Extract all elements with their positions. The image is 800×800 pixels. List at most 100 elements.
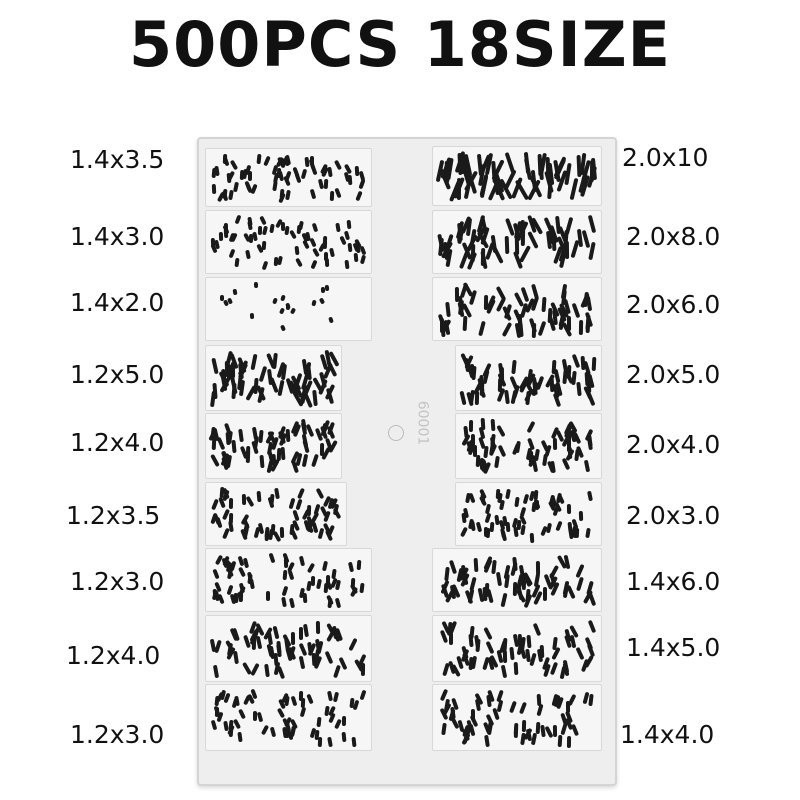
screw — [500, 664, 507, 678]
screw — [323, 179, 329, 190]
screw — [285, 304, 291, 311]
screw — [537, 321, 547, 337]
right-size-label: 2.0x3.0 — [626, 501, 721, 530]
screw — [245, 495, 255, 508]
screw — [288, 597, 296, 609]
screw — [280, 446, 286, 461]
screw — [229, 159, 238, 171]
screw — [242, 526, 250, 538]
screw — [473, 557, 479, 573]
left-size-label: 1.2x3.5 — [66, 501, 161, 530]
screw — [334, 187, 343, 198]
screw — [520, 524, 526, 536]
left-size-label: 1.2x4.0 — [66, 641, 161, 670]
screw — [359, 690, 367, 701]
screw — [348, 637, 358, 651]
screw — [264, 529, 270, 541]
screw — [245, 249, 252, 260]
screw — [495, 425, 506, 438]
screw — [354, 166, 360, 177]
screw — [555, 520, 563, 532]
screw — [329, 247, 336, 258]
screw — [487, 722, 494, 736]
screw — [211, 167, 217, 178]
left-size-label: 1.4x3.0 — [70, 222, 165, 251]
screw — [306, 693, 314, 705]
screw — [302, 439, 310, 454]
screw — [569, 177, 579, 200]
screw — [469, 576, 477, 592]
screw — [258, 430, 264, 444]
screw — [444, 567, 450, 582]
screw — [534, 500, 539, 511]
right-compartment-2 — [432, 210, 602, 274]
screw — [274, 487, 281, 499]
screw — [565, 241, 570, 260]
screw — [566, 431, 571, 444]
product-title: 500PCS 18SIZE — [128, 8, 672, 81]
screw — [302, 592, 308, 604]
screw — [514, 236, 520, 255]
left-compartment-9 — [205, 684, 372, 751]
screw — [294, 498, 303, 511]
screw — [298, 655, 306, 669]
screw — [506, 522, 511, 533]
screw — [287, 569, 295, 581]
screw — [346, 219, 352, 230]
screw — [295, 257, 304, 268]
left-compartment-4 — [205, 345, 342, 411]
screw — [322, 560, 329, 572]
screw — [459, 526, 469, 538]
screw — [250, 354, 258, 371]
screw — [323, 239, 328, 249]
screw — [272, 173, 279, 184]
left-compartment-2 — [205, 210, 372, 274]
screw — [440, 318, 445, 334]
screw — [359, 582, 365, 594]
left-compartment-7 — [205, 548, 372, 612]
screw — [237, 567, 246, 578]
screw — [290, 632, 296, 646]
screw — [509, 700, 517, 714]
screw — [298, 555, 306, 567]
screw — [296, 224, 302, 235]
screw — [449, 631, 454, 645]
screw — [251, 231, 258, 241]
screw — [327, 736, 334, 747]
screw — [358, 178, 367, 190]
screw — [552, 438, 557, 451]
screw — [454, 287, 459, 303]
screw — [272, 625, 280, 639]
screw — [280, 294, 286, 302]
screw — [355, 190, 363, 202]
screw — [536, 694, 542, 707]
screw — [481, 248, 486, 267]
screw — [324, 258, 330, 268]
screw — [211, 436, 217, 450]
screw — [470, 244, 476, 263]
screw — [513, 726, 518, 739]
screw — [502, 321, 513, 338]
screw — [311, 299, 318, 307]
screw — [504, 235, 510, 254]
screw — [500, 593, 508, 608]
screw — [311, 389, 318, 407]
right-size-label: 2.0x8.0 — [626, 222, 721, 251]
screw — [316, 716, 322, 728]
screw — [541, 296, 547, 312]
screw — [351, 736, 357, 747]
screw — [302, 453, 309, 468]
screw — [233, 181, 240, 193]
screw — [583, 654, 594, 668]
left-size-label: 1.2x3.0 — [70, 567, 165, 596]
screw — [550, 460, 557, 473]
screw — [252, 710, 257, 721]
screw — [586, 295, 593, 312]
screw — [503, 389, 510, 405]
screw — [283, 557, 289, 568]
screw — [256, 711, 264, 723]
screw — [250, 662, 260, 677]
screw — [445, 302, 452, 318]
screw — [276, 643, 283, 658]
screw — [334, 597, 342, 608]
